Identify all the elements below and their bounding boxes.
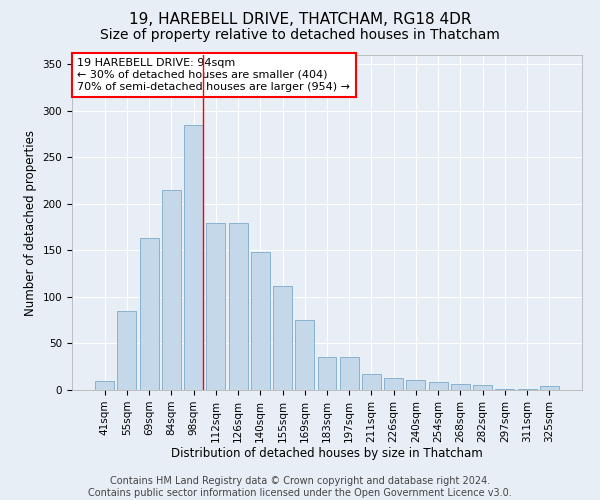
Y-axis label: Number of detached properties: Number of detached properties bbox=[24, 130, 37, 316]
Bar bbox=[473, 386, 492, 390]
Text: Size of property relative to detached houses in Thatcham: Size of property relative to detached ho… bbox=[100, 28, 500, 42]
Bar bbox=[362, 374, 381, 390]
Bar bbox=[317, 358, 337, 390]
Bar bbox=[451, 384, 470, 390]
Bar bbox=[206, 222, 225, 390]
Bar bbox=[251, 252, 270, 390]
Bar bbox=[295, 320, 314, 390]
Bar bbox=[340, 358, 359, 390]
Text: 19, HAREBELL DRIVE, THATCHAM, RG18 4DR: 19, HAREBELL DRIVE, THATCHAM, RG18 4DR bbox=[129, 12, 471, 28]
Bar bbox=[95, 380, 114, 390]
Bar bbox=[384, 378, 403, 390]
Bar bbox=[429, 382, 448, 390]
Bar bbox=[406, 380, 425, 390]
X-axis label: Distribution of detached houses by size in Thatcham: Distribution of detached houses by size … bbox=[171, 448, 483, 460]
Bar bbox=[273, 286, 292, 390]
Bar bbox=[496, 389, 514, 390]
Bar bbox=[162, 190, 181, 390]
Bar bbox=[540, 386, 559, 390]
Bar bbox=[229, 222, 248, 390]
Text: 19 HAREBELL DRIVE: 94sqm
← 30% of detached houses are smaller (404)
70% of semi-: 19 HAREBELL DRIVE: 94sqm ← 30% of detach… bbox=[77, 58, 350, 92]
Bar bbox=[518, 389, 536, 390]
Bar bbox=[118, 311, 136, 390]
Bar bbox=[140, 238, 158, 390]
Bar bbox=[184, 125, 203, 390]
Text: Contains HM Land Registry data © Crown copyright and database right 2024.
Contai: Contains HM Land Registry data © Crown c… bbox=[88, 476, 512, 498]
